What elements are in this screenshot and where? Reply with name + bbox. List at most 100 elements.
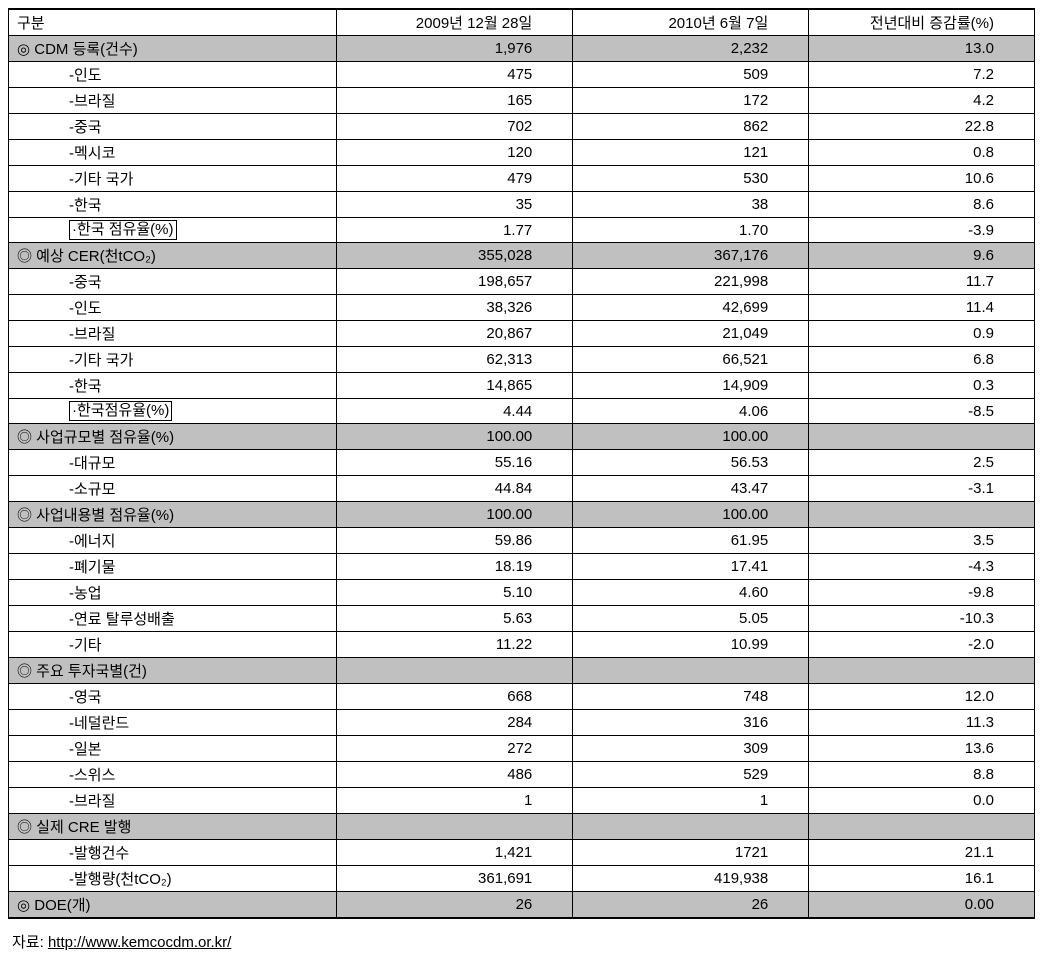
row-value: 1 <box>337 788 573 814</box>
row-value <box>573 814 809 840</box>
row-value: 35 <box>337 192 573 218</box>
row-value: 0.0 <box>809 788 1035 814</box>
row-label: -기타 국가 <box>9 166 337 192</box>
row-value: 0.8 <box>809 140 1035 166</box>
table-header-row: 구분 2009년 12월 28일 2010년 6월 7일 전년대비 증감률(%) <box>9 9 1035 36</box>
table-body: ◎ CDM 등록(건수)1,9762,23213.0-인도4755097.2 -브… <box>9 36 1035 919</box>
row-value: 0.00 <box>809 892 1035 919</box>
row-value: 172 <box>573 88 809 114</box>
row-value: 419,938 <box>573 866 809 892</box>
row-value: 100.00 <box>573 424 809 450</box>
table-row: -인도38,32642,69911.4 <box>9 295 1035 321</box>
row-value: 62,313 <box>337 347 573 373</box>
row-label: ◎ 예상 CER(천tCO₂) <box>9 243 337 269</box>
row-value: -2.0 <box>809 632 1035 658</box>
row-value: 56.53 <box>573 450 809 476</box>
source-citation: 자료: http://www.kemcocdm.or.kr/ <box>8 931 1035 952</box>
table-row: ◎ 실제 CRE 발행 <box>9 814 1035 840</box>
row-value: 862 <box>573 114 809 140</box>
row-value <box>337 814 573 840</box>
row-value: 10.6 <box>809 166 1035 192</box>
row-value: 55.16 <box>337 450 573 476</box>
row-label: -농업 <box>9 580 337 606</box>
table-row: ◎ CDM 등록(건수)1,9762,23213.0 <box>9 36 1035 62</box>
row-value: 1,976 <box>337 36 573 62</box>
table-row: -멕시코1201210.8 <box>9 140 1035 166</box>
row-label: -브라질 <box>9 321 337 347</box>
table-row: -기타 국가62,31366,5216.8 <box>9 347 1035 373</box>
row-value: 121 <box>573 140 809 166</box>
row-value <box>573 658 809 684</box>
row-value: 7.2 <box>809 62 1035 88</box>
row-label: ◎ 사업규모별 점유율(%) <box>9 424 337 450</box>
row-value: 530 <box>573 166 809 192</box>
row-value: 13.6 <box>809 736 1035 762</box>
header-date-2009: 2009년 12월 28일 <box>337 9 573 36</box>
row-value: 61.95 <box>573 528 809 554</box>
row-value: 5.05 <box>573 606 809 632</box>
table-row: -스위스4865298.8 <box>9 762 1035 788</box>
row-label: -한국 <box>9 192 337 218</box>
row-value: 1.70 <box>573 218 809 243</box>
row-value: 5.63 <box>337 606 573 632</box>
table-row: -인도4755097.2 <box>9 62 1035 88</box>
cdm-statistics-table: 구분 2009년 12월 28일 2010년 6월 7일 전년대비 증감률(%)… <box>8 8 1035 919</box>
row-value: 221,998 <box>573 269 809 295</box>
table-row: ·한국 점유율(%)1.771.70-3.9 <box>9 218 1035 243</box>
table-row: -중국70286222.8 <box>9 114 1035 140</box>
row-label: -발행건수 <box>9 840 337 866</box>
row-value: 14,909 <box>573 373 809 399</box>
table-row: ◎ 주요 투자국별(건) <box>9 658 1035 684</box>
row-value: 100.00 <box>337 424 573 450</box>
row-value: 59.86 <box>337 528 573 554</box>
row-value: 0.3 <box>809 373 1035 399</box>
row-label: -기타 국가 <box>9 347 337 373</box>
row-label: ◎ DOE(개) <box>9 892 337 919</box>
row-value: -10.3 <box>809 606 1035 632</box>
row-label: -한국 <box>9 373 337 399</box>
row-value: 361,691 <box>337 866 573 892</box>
row-value: 44.84 <box>337 476 573 502</box>
row-value: 4.60 <box>573 580 809 606</box>
row-value: 1721 <box>573 840 809 866</box>
table-row: -한국14,86514,9090.3 <box>9 373 1035 399</box>
table-row: -중국198,657221,99811.7 <box>9 269 1035 295</box>
header-change-rate: 전년대비 증감률(%) <box>809 9 1035 36</box>
row-label: -에너지 <box>9 528 337 554</box>
row-value: 8.8 <box>809 762 1035 788</box>
row-value: 367,176 <box>573 243 809 269</box>
row-label: -폐기물 <box>9 554 337 580</box>
row-value: 4.2 <box>809 88 1035 114</box>
row-value: 6.8 <box>809 347 1035 373</box>
row-value: 309 <box>573 736 809 762</box>
row-value <box>809 502 1035 528</box>
table-row: -네덜란드28431611.3 <box>9 710 1035 736</box>
row-label: ◎ 주요 투자국별(건) <box>9 658 337 684</box>
row-value: 20,867 <box>337 321 573 347</box>
row-value: -9.8 <box>809 580 1035 606</box>
row-value: 120 <box>337 140 573 166</box>
row-value: 5.10 <box>337 580 573 606</box>
row-label: ·한국점유율(%) <box>9 399 337 424</box>
row-value: 22.8 <box>809 114 1035 140</box>
row-value: -8.5 <box>809 399 1035 424</box>
boxed-label: ·한국 점유율(%) <box>69 220 177 240</box>
row-value: 272 <box>337 736 573 762</box>
source-link[interactable]: http://www.kemcocdm.or.kr/ <box>48 934 231 951</box>
table-row: -기타11.2210.99-2.0 <box>9 632 1035 658</box>
row-label: ◎ CDM 등록(건수) <box>9 36 337 62</box>
row-value: 21.1 <box>809 840 1035 866</box>
row-value: 21,049 <box>573 321 809 347</box>
row-value: 486 <box>337 762 573 788</box>
row-value: 13.0 <box>809 36 1035 62</box>
table-row: -한국35388.6 <box>9 192 1035 218</box>
row-value: 42,699 <box>573 295 809 321</box>
table-row: ◎ 사업규모별 점유율(%)100.00100.00 <box>9 424 1035 450</box>
row-label: -대규모 <box>9 450 337 476</box>
row-value: 475 <box>337 62 573 88</box>
row-value: 4.06 <box>573 399 809 424</box>
row-value: 198,657 <box>337 269 573 295</box>
table-row: ·한국점유율(%)4.444.06-8.5 <box>9 399 1035 424</box>
row-value: 66,521 <box>573 347 809 373</box>
table-row: -대규모55.1656.532.5 <box>9 450 1035 476</box>
